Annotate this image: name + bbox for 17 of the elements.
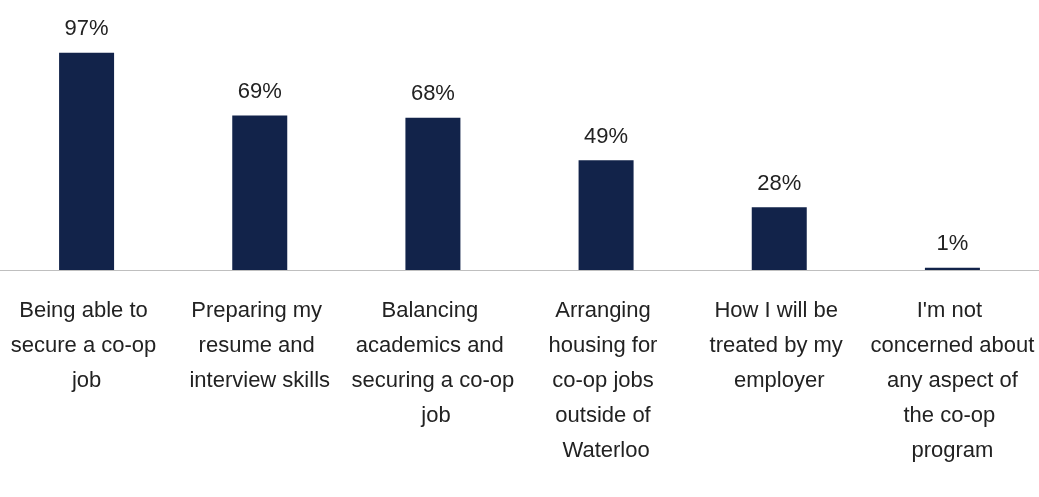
data-label: 49% — [584, 122, 629, 148]
data-label: 28% — [757, 169, 802, 195]
data-label: 97% — [64, 15, 109, 41]
data-label: 1% — [936, 230, 969, 256]
bar — [751, 207, 807, 270]
x-tick-label: Being able to secure a co-op job — [10, 297, 163, 392]
bar — [59, 52, 115, 270]
bar — [578, 160, 634, 270]
x-tick-label: How I will be treated by my employer — [709, 297, 849, 392]
x-tick-label: Arranging housing for co-op jobs outside of Waterloo — [548, 297, 664, 462]
data-label: 68% — [410, 80, 455, 106]
x-tick-label: Preparing my resume and interview skills — [189, 297, 331, 392]
x-tick-label: I'm not concerned about any aspect of the co-op program — [870, 297, 1035, 462]
bar — [405, 117, 461, 270]
x-tick-label: Balancing academics and securing a co-op job — [351, 297, 515, 427]
bar — [232, 115, 288, 270]
data-label: 69% — [237, 77, 282, 103]
